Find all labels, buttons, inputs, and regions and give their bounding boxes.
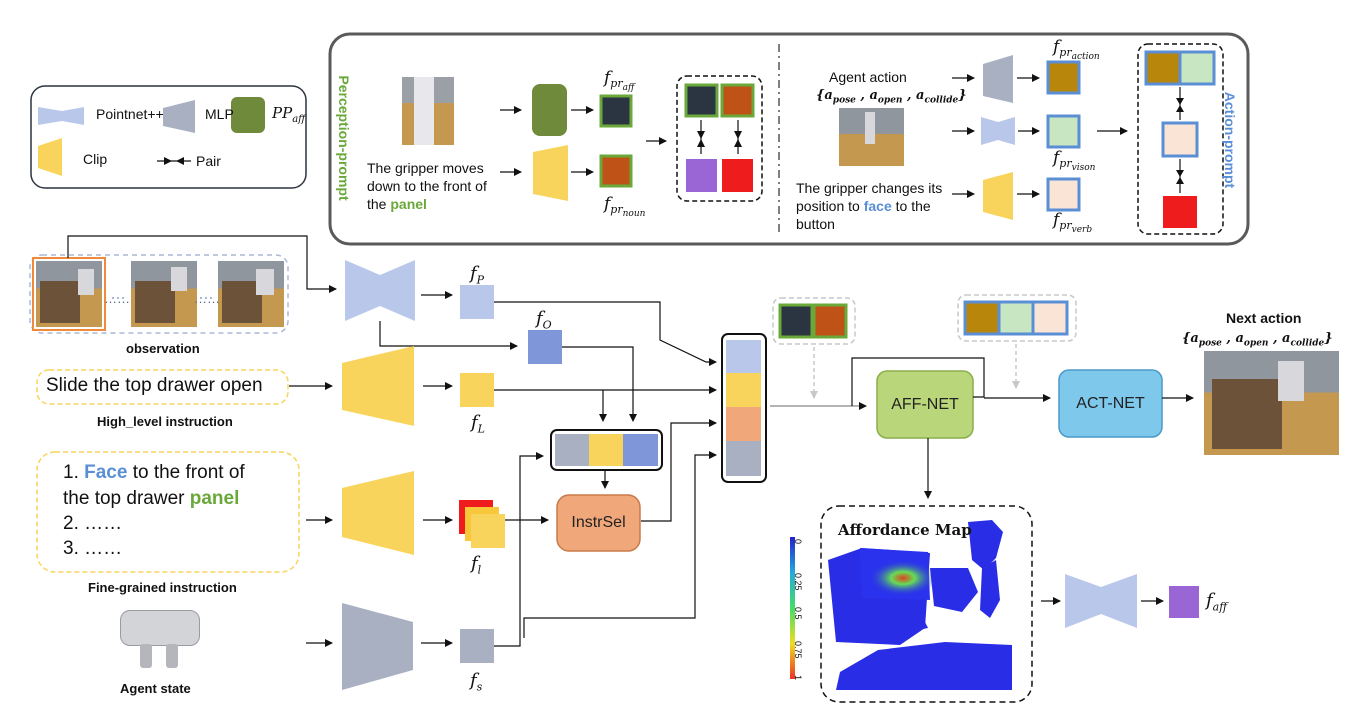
action-mlp-block (983, 55, 1013, 103)
perception-caption-1: The gripper moves (367, 160, 484, 176)
agent-state-mlp-block (342, 603, 413, 690)
agent-state-label: Agent state (120, 681, 191, 696)
perception-clip-block (533, 145, 568, 201)
perception-f-aff-feature (599, 94, 633, 128)
action-prompt-tokens (963, 300, 1001, 336)
perception-caption-2: down to the front of (367, 178, 487, 194)
high-level-instruction-label: High_level instruction (97, 414, 233, 429)
action-prompt-title: Action-prompt (1222, 91, 1238, 189)
fine-line-1: 1. Face to the front of (63, 462, 245, 483)
action-clip-block (983, 172, 1013, 220)
instrsel-label: InstrSel (571, 514, 626, 531)
next-action-photo (1204, 351, 1339, 455)
high-level-clip-block (342, 346, 414, 426)
colorbar-tick-label: 0 (793, 539, 803, 545)
affordance-map-title: Affordance Map (838, 521, 972, 539)
legend-clip-icon (38, 138, 62, 176)
legend-pointnet-label: Pointnet++ (96, 106, 164, 122)
legend-pair-label: Pair (196, 153, 221, 169)
observation-dots-2: …… (194, 291, 220, 306)
legend-clip-label: Clip (83, 151, 108, 167)
action-f-verb-feature (1046, 177, 1081, 212)
fine-line-3: 2. …… (63, 513, 123, 534)
perception-caption-3: the panel (367, 196, 427, 212)
perception-f-noun-feature (599, 154, 633, 188)
colorbar-tick-label: 0.5 (793, 607, 803, 620)
legend-mlp-icon (163, 100, 195, 133)
colorbar-tick-label: 1 (793, 675, 803, 681)
agent-state-gripper-icon (120, 610, 200, 672)
next-action-set: {apose , aopen , acollide} (1182, 331, 1333, 349)
aff-net-label: AFF-NET (891, 395, 959, 413)
affordance-map-frame (820, 505, 1033, 703)
perception-prompt-tokens (778, 303, 814, 339)
action-pointnet-block (981, 117, 1015, 145)
f-o-label: fO (536, 308, 552, 332)
instrsel-concat-group (550, 429, 663, 471)
colorbar-tick-label: 0.75 (793, 641, 803, 659)
fine-line-4: 3. …… (63, 538, 123, 559)
legend-pair-icon (164, 157, 184, 165)
f-p-label: fP (470, 263, 485, 287)
fine-instruction-box (36, 451, 300, 573)
action-caption-3: button (796, 216, 835, 232)
f-pr-noun-label: fprnoun (604, 194, 646, 220)
legend-ppaff-icon (231, 97, 265, 133)
prompt-panel (328, 32, 1250, 246)
f-aff-label: faff (1206, 590, 1228, 614)
perception-ppaff-block (532, 84, 567, 136)
main-concat-column (721, 333, 767, 483)
affordance-colorbar (790, 537, 795, 679)
fine-clip-block (342, 471, 414, 555)
perception-prompt-photo (402, 77, 454, 145)
observation-dots-1: …… (104, 291, 130, 306)
act-net-block (1058, 369, 1163, 438)
agent-action-set: {apose , aopen , acollide} (816, 88, 967, 106)
legend-mlp-label: MLP (205, 106, 234, 122)
act-net-label: ACT-NET (1076, 394, 1145, 412)
legend-ppaff-label: PPaff (272, 104, 306, 125)
action-caption-2: position to face to the (796, 198, 931, 214)
instrsel-block (556, 494, 641, 552)
f-s-label: fs (470, 670, 483, 694)
fine-line-2: the top drawer panel (63, 488, 240, 509)
legend-pointnet-icon (38, 107, 84, 125)
legend-box (30, 85, 307, 189)
action-f-vison-feature (1046, 114, 1081, 149)
f-p-feature (460, 285, 494, 319)
main-pointnet-block (345, 260, 415, 321)
action-pair-group (1137, 43, 1224, 235)
f-o-feature (528, 330, 562, 364)
observation-label: observation (126, 341, 200, 356)
observation-frame-3 (218, 261, 284, 327)
f-pr-aff-label: fpraff (604, 68, 635, 94)
observation-frame-1 (36, 261, 102, 327)
f-pr-vison-label: fprvison (1053, 148, 1096, 174)
action-prompt-photo (839, 108, 904, 166)
aff-pointnet-block (1065, 574, 1137, 628)
f-l-label: fL (471, 412, 485, 436)
f-l-fine-label: fl (471, 553, 482, 577)
fine-instruction-label: Fine-grained instruction (88, 580, 237, 595)
colorbar-tick-label: 0.25 (793, 573, 803, 591)
f-l-fine-feature (471, 514, 505, 548)
f-s-feature (460, 629, 494, 663)
agent-action-label: Agent action (829, 69, 907, 85)
high-level-instruction-text: Slide the top drawer open (46, 375, 263, 396)
f-pr-action-label: fpraction (1053, 37, 1100, 63)
next-action-label: Next action (1226, 310, 1302, 326)
action-caption-1: The gripper changes its (796, 180, 943, 196)
aff-net-block (876, 370, 974, 439)
high-level-instruction-box (36, 369, 289, 405)
f-pr-verb-label: fprverb (1053, 210, 1093, 236)
affordance-point-cloud (828, 520, 1012, 690)
observation-frame-2 (131, 261, 197, 327)
action-f-action-feature (1046, 60, 1081, 95)
f-aff-feature (1169, 586, 1199, 618)
perception-prompt-title: Perception-prompt (336, 75, 352, 201)
observation-group (29, 254, 289, 334)
f-l-feature (460, 373, 494, 407)
perception-pair-group (676, 75, 763, 202)
